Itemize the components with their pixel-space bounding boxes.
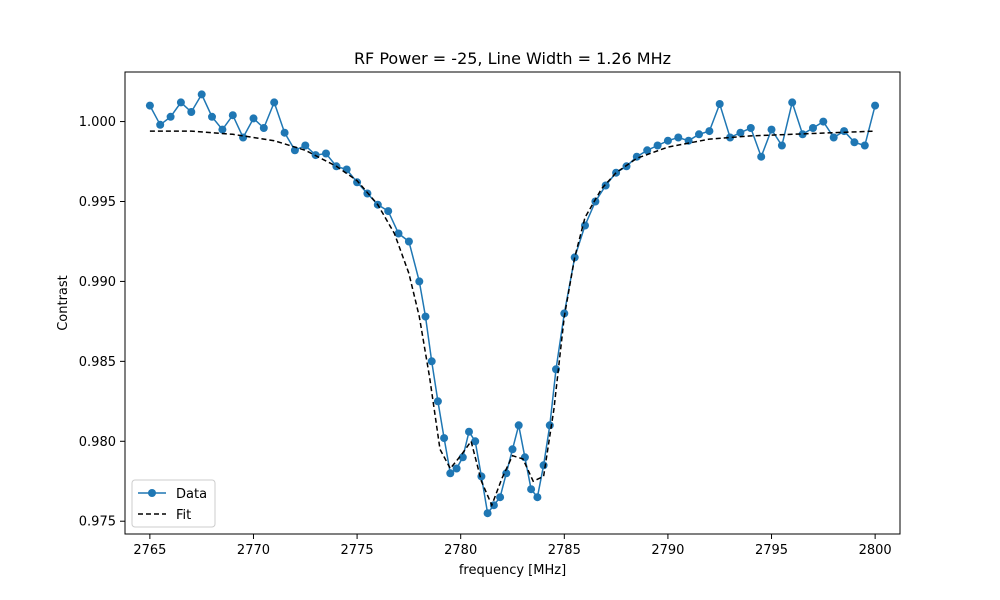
y-tick-label: 0.980 [79, 435, 116, 450]
x-axis-label: frequency [MHz] [459, 563, 566, 578]
legend-data-label: Data [176, 487, 207, 502]
data-point [508, 445, 517, 454]
data-point [301, 141, 310, 150]
y-tick-label: 0.995 [79, 195, 116, 210]
data-point [384, 207, 393, 216]
x-tick-label: 2780 [444, 543, 477, 558]
data-point [208, 112, 216, 121]
data-point [156, 120, 165, 129]
data-point [446, 469, 455, 478]
data-point [427, 357, 436, 366]
data-point [757, 152, 766, 161]
plot-area [124, 71, 901, 535]
data-point [850, 138, 859, 147]
data-point [819, 117, 828, 126]
data-point [197, 90, 206, 99]
data-point [829, 133, 838, 142]
data-point [415, 277, 424, 286]
y-tick-label: 0.985 [79, 355, 116, 370]
data-point [259, 124, 268, 132]
y-axis: 0.975 0.980 0.985 0.990 0.995 1.000 [79, 115, 125, 530]
data-point [705, 127, 714, 136]
y-axis-label: Contrast [56, 275, 71, 331]
data-point [421, 312, 430, 321]
data-point [601, 181, 610, 190]
data-point [477, 472, 486, 481]
data-point [591, 197, 600, 206]
legend: Data Fit [131, 479, 216, 528]
data-point [394, 229, 403, 238]
data-point [471, 437, 480, 446]
data-point [545, 421, 554, 430]
chart-title: RF Power = -25, Line Width = 1.26 MHz [354, 49, 671, 68]
data-point [726, 133, 735, 142]
axes-frame [124, 71, 901, 535]
x-tick-label: 2765 [133, 543, 166, 558]
x-tick-label: 2795 [755, 543, 788, 558]
data-point [767, 125, 776, 134]
data-point [496, 493, 505, 502]
y-tick-label: 0.990 [79, 275, 116, 290]
data-point [502, 469, 511, 478]
y-tick-label: 0.975 [79, 515, 116, 530]
data-point [684, 136, 693, 145]
data-point [353, 178, 362, 187]
data-point [465, 427, 473, 436]
data-point [570, 253, 579, 262]
data-point [632, 152, 641, 161]
data-point [788, 98, 797, 107]
x-axis: 2765 2770 2775 2780 2785 2790 2795 2800 [133, 534, 892, 558]
data-point [176, 98, 185, 107]
data-point [458, 453, 467, 462]
data-point [249, 114, 258, 123]
data-point [533, 493, 542, 502]
data-point [218, 125, 227, 134]
data-point [166, 112, 175, 121]
data-point [777, 141, 786, 150]
data-point [322, 149, 330, 158]
data-point [440, 434, 449, 443]
data-point [653, 141, 662, 150]
data-point [404, 237, 413, 246]
data-point [270, 98, 279, 107]
legend-data-marker [148, 489, 156, 497]
data-point [840, 127, 849, 136]
x-tick-label: 2790 [651, 543, 684, 558]
data-point [514, 421, 523, 430]
y-tick-label: 1.000 [79, 115, 116, 130]
x-tick-label: 2770 [237, 543, 270, 558]
x-tick-label: 2800 [859, 543, 892, 558]
data-point [145, 101, 154, 110]
data-point [674, 133, 683, 142]
data-point [452, 464, 461, 473]
data-point [187, 108, 196, 116]
data-point [228, 111, 237, 120]
data-point [483, 509, 492, 518]
data-point [809, 124, 817, 132]
data-point [663, 136, 672, 145]
data-point [695, 130, 703, 139]
data-point [643, 146, 652, 155]
data-point [520, 453, 529, 462]
data-point [746, 124, 755, 132]
data-point [871, 101, 880, 110]
fit-series-line [149, 130, 876, 508]
data-point [280, 128, 289, 137]
data-point [715, 100, 724, 108]
x-tick-label: 2785 [548, 543, 581, 558]
data-point [489, 501, 498, 510]
data-point [798, 130, 807, 139]
data-point [539, 461, 548, 470]
x-tick-label: 2775 [341, 543, 374, 558]
data-point [527, 485, 536, 494]
data-point [736, 128, 745, 137]
legend-fit-label: Fit [176, 508, 191, 523]
series-layer [145, 90, 880, 518]
data-point [433, 397, 442, 406]
data-point [860, 141, 869, 150]
data-point [239, 133, 248, 142]
